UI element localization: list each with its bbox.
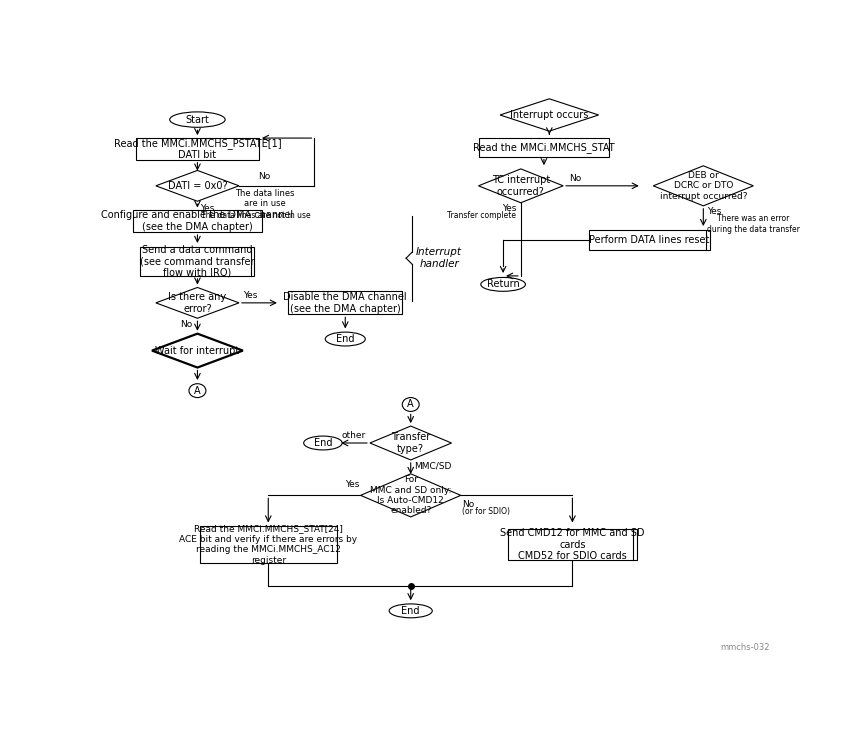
Text: Start: Start — [185, 115, 210, 124]
Polygon shape — [479, 169, 563, 203]
Text: TC interrupt
occurred?: TC interrupt occurred? — [492, 175, 550, 197]
Polygon shape — [370, 426, 451, 460]
Text: Read the MMCi.MMCHS_STAT: Read the MMCi.MMCHS_STAT — [473, 142, 615, 152]
Text: The data lines
are in use: The data lines are in use — [235, 189, 294, 208]
Text: Transfer complete: Transfer complete — [447, 211, 516, 221]
Bar — [200, 526, 337, 563]
Text: A: A — [194, 386, 201, 396]
Text: End: End — [336, 334, 354, 344]
Ellipse shape — [304, 436, 342, 450]
Text: Perform DATA lines reset: Perform DATA lines reset — [589, 235, 709, 245]
Ellipse shape — [402, 397, 419, 411]
Polygon shape — [360, 474, 461, 517]
Text: There was an error
during the data transfer: There was an error during the data trans… — [708, 215, 800, 234]
Text: Disable the DMA channel
(see the DMA chapter): Disable the DMA channel (see the DMA cha… — [283, 292, 407, 314]
Text: Is there any
error?: Is there any error? — [168, 292, 227, 314]
Bar — [136, 138, 259, 160]
Text: End: End — [402, 606, 420, 616]
Polygon shape — [156, 287, 239, 318]
Text: Wait for interrupt: Wait for interrupt — [155, 346, 240, 356]
Text: For
MMC and SD only:
Is Auto-CMD12
enabled?: For MMC and SD only: Is Auto-CMD12 enabl… — [370, 475, 451, 516]
Ellipse shape — [389, 604, 432, 618]
Text: Yes: Yes — [242, 291, 257, 300]
Ellipse shape — [189, 384, 206, 397]
Text: Interrupt occurs: Interrupt occurs — [510, 110, 589, 120]
Text: Read the MMCi.MMCHS_PSTATE[1]
DATI bit: Read the MMCi.MMCHS_PSTATE[1] DATI bit — [113, 138, 281, 160]
Text: (or for SDIO): (or for SDIO) — [462, 507, 510, 516]
Ellipse shape — [170, 112, 225, 127]
Bar — [479, 138, 609, 157]
Text: End: End — [313, 438, 333, 448]
Text: A: A — [407, 400, 414, 409]
Text: Read the MMCi.MMCHS_STAT[24]
ACE bit and verify if there are errors by
reading t: Read the MMCi.MMCHS_STAT[24] ACE bit and… — [179, 525, 358, 565]
Text: Yes: Yes — [345, 480, 359, 489]
Ellipse shape — [326, 332, 365, 346]
Bar — [132, 210, 262, 232]
Ellipse shape — [481, 278, 526, 292]
Bar — [589, 229, 710, 249]
Polygon shape — [500, 99, 598, 131]
Polygon shape — [156, 170, 239, 201]
Text: Yes: Yes — [501, 204, 516, 213]
Text: Interrupt
handler: Interrupt handler — [416, 247, 462, 269]
Text: other: other — [342, 431, 366, 440]
Bar — [140, 246, 255, 276]
Bar — [507, 529, 637, 560]
Text: Send a data command
(see command transfer
flow with IRQ): Send a data command (see command transfe… — [140, 245, 255, 278]
Text: No: No — [258, 172, 270, 181]
Text: No: No — [569, 174, 582, 183]
Polygon shape — [653, 166, 753, 206]
Text: The data lines are not in use: The data lines are not in use — [201, 211, 310, 221]
Text: No: No — [462, 500, 475, 509]
Text: Send CMD12 for MMC and SD
cards
CMD52 for SDIO cards: Send CMD12 for MMC and SD cards CMD52 fo… — [501, 528, 644, 561]
Text: Yes: Yes — [201, 204, 215, 213]
Text: Configure and enable the DMA channel
(see the DMA chapter): Configure and enable the DMA channel (se… — [101, 210, 294, 232]
Text: Yes: Yes — [708, 207, 721, 216]
Text: Return: Return — [487, 280, 520, 289]
Text: DEB or
DCRC or DTO
interrupt occurred?: DEB or DCRC or DTO interrupt occurred? — [660, 171, 747, 201]
Text: MMC/SD: MMC/SD — [414, 462, 451, 471]
Text: Transfer
type?: Transfer type? — [391, 432, 430, 454]
Text: mmchs-032: mmchs-032 — [720, 644, 770, 653]
Polygon shape — [152, 334, 242, 368]
Text: No: No — [180, 320, 193, 329]
Bar — [288, 292, 402, 314]
Text: DATI = 0x0?: DATI = 0x0? — [168, 181, 227, 191]
